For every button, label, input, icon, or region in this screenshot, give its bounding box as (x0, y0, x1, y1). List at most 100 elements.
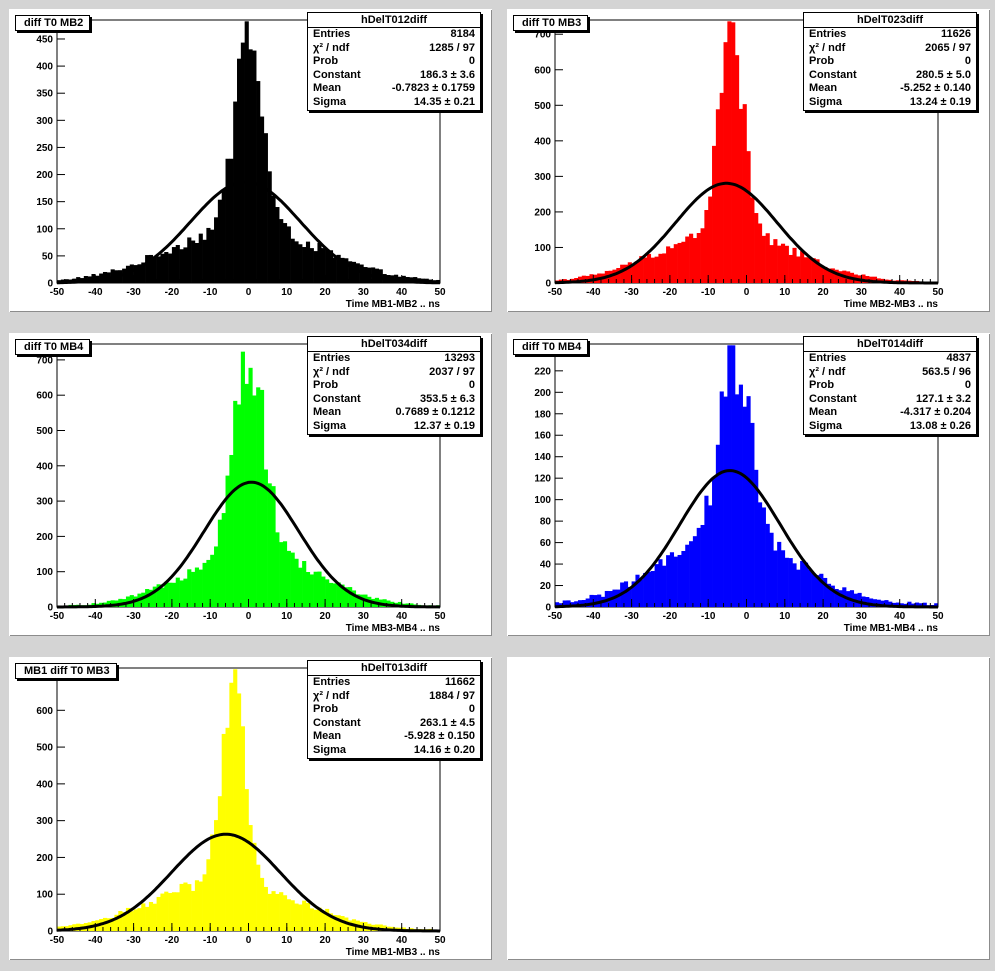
histogram-bin (225, 475, 230, 607)
histogram-bin (244, 21, 249, 283)
y-tick-label: 250 (36, 143, 53, 154)
histogram-plot-hdelt013: 0100200300400500600700-50-40-30-20-10010… (36, 667, 446, 958)
histogram-bin (294, 241, 299, 283)
y-tick-label: 300 (36, 497, 53, 508)
histogram-bin (217, 519, 222, 607)
histogram-bin (313, 909, 318, 931)
y-tick-label: 100 (534, 243, 551, 254)
y-tick-label: 350 (36, 89, 53, 100)
gaussian-fit-curve (555, 469, 938, 609)
histogram-bin (834, 269, 839, 283)
histogram-bin (692, 238, 698, 283)
y-tick-label: 200 (534, 388, 551, 399)
histogram-bin (279, 892, 284, 931)
histogram-bin (627, 586, 632, 607)
histogram-bin (275, 207, 280, 283)
x-tick-label: 0 (246, 935, 252, 946)
histogram-bin (673, 556, 678, 607)
histogram-bin (133, 909, 138, 931)
histogram-bin (114, 914, 119, 931)
histogram-bin (206, 559, 211, 607)
stats-box: hDelT034diff Entries 13293 χ² / ndf 2037 /… (307, 336, 481, 435)
histogram-bin (719, 92, 724, 284)
histogram-bin (765, 233, 770, 283)
histogram-bin (811, 258, 816, 283)
histogram-bin (708, 505, 713, 607)
histogram-bin (164, 891, 169, 931)
histogram-bin (735, 55, 740, 284)
y-tick-label: 140 (534, 452, 551, 463)
histogram-bin (888, 601, 893, 607)
histogram-bin (145, 255, 150, 283)
x-tick-label: -50 (50, 935, 65, 946)
y-tick-label: 40 (540, 560, 552, 571)
gaussian-fit-curve (57, 180, 440, 285)
x-tick-label: -10 (701, 287, 716, 298)
stats-row: Prob 0 (313, 55, 475, 68)
histogram-bin (719, 391, 724, 607)
y-tick-label: 200 (36, 532, 53, 543)
histogram-bin (313, 251, 318, 283)
histogram-bin (777, 245, 782, 283)
histogram-bin (623, 581, 629, 607)
histogram-bin (148, 901, 154, 931)
histogram-bin (631, 581, 636, 607)
histogram-bin (122, 912, 127, 931)
histogram-bin (286, 550, 291, 607)
histogram-bin (217, 796, 222, 931)
histogram-bin (742, 406, 747, 607)
x-tick-label: 30 (358, 287, 370, 298)
histogram-bin (332, 257, 337, 283)
histogram-bin (646, 571, 652, 607)
histogram-bin (214, 820, 219, 931)
stats-row: χ² / ndf 2037 / 97 (313, 365, 475, 378)
stats-hist-name: hDelT014diff (804, 337, 976, 352)
x-tick-label: -20 (165, 287, 180, 298)
histogram-bin (305, 902, 311, 931)
pad-hdelt013: 0100200300400500600700-50-40-30-20-10010… (9, 657, 492, 960)
histogram-bin (555, 602, 560, 607)
stats-row: Constant 353.5 ± 6.3 (313, 392, 475, 405)
histogram-bin (302, 561, 307, 607)
histogram-bin (731, 22, 736, 283)
histogram-bin (838, 271, 843, 283)
histogram-bin (305, 572, 311, 607)
stats-row: Entries 4837 (809, 352, 971, 364)
gaussian-fit-curve (57, 480, 441, 609)
histogram-bin (183, 247, 188, 283)
y-tick-label: 180 (534, 409, 551, 420)
pad-title: diff T0 MB2 (15, 15, 91, 31)
histogram-bin (585, 598, 590, 607)
stats-row: Mean -4.317 ± 0.204 (809, 406, 971, 419)
histogram-bin (574, 601, 579, 607)
histogram-bin (183, 578, 188, 607)
histogram-bin (731, 345, 736, 607)
histogram-bin (336, 582, 341, 607)
histogram-bin (757, 223, 763, 283)
pad-hdelt014: 020406080100120140160180200220240-50-40-… (507, 333, 990, 636)
histogram-bin (677, 554, 682, 607)
histogram-bin (129, 911, 134, 931)
histogram-bin (267, 893, 272, 931)
histogram-bin (750, 197, 755, 283)
stats-row: Constant 127.1 ± 3.2 (809, 392, 971, 405)
histogram-bin (780, 243, 786, 283)
y-tick-label: 400 (36, 461, 53, 472)
histogram-bin (593, 595, 598, 607)
histogram-bin (160, 253, 165, 283)
histogram-bin (175, 577, 180, 607)
histogram-bin (294, 558, 299, 607)
histogram-bin (325, 908, 330, 931)
stats-row: Entries 8184 (313, 28, 475, 40)
histogram-bin (351, 261, 357, 283)
histogram-bin (880, 600, 885, 607)
histogram-bin (807, 569, 812, 607)
histogram-bin (286, 226, 291, 283)
histogram-bin (669, 552, 675, 607)
x-tick-label: -40 (586, 611, 601, 622)
histogram-bin (639, 579, 644, 607)
histogram-bin (248, 825, 253, 931)
histogram-bars (57, 669, 441, 931)
histogram-bin (823, 577, 828, 607)
histogram-bin (623, 264, 629, 283)
